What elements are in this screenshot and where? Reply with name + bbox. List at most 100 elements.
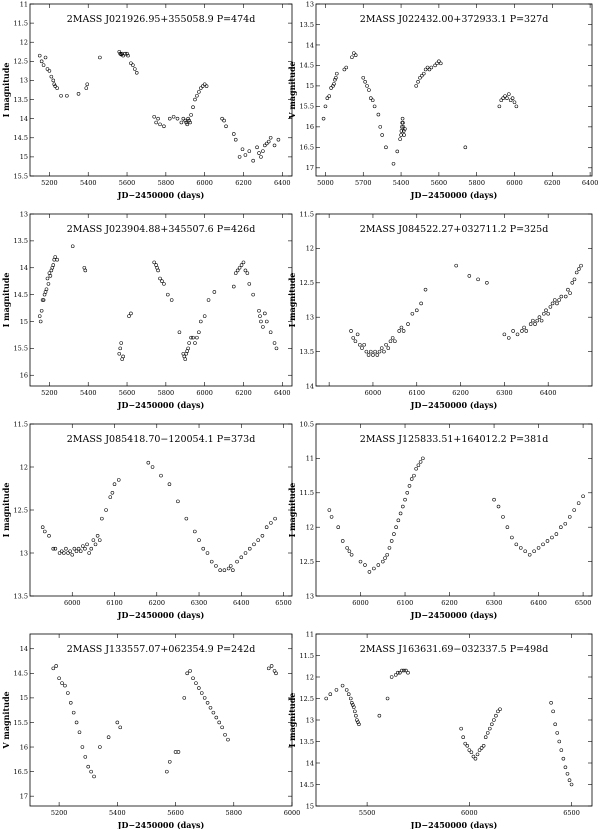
data-point xyxy=(54,664,58,668)
data-point xyxy=(557,739,562,744)
data-point xyxy=(396,518,401,523)
data-point xyxy=(85,82,90,87)
data-point xyxy=(399,133,403,137)
data-point xyxy=(325,96,330,100)
data-point xyxy=(406,670,410,675)
data-point xyxy=(357,722,361,727)
data-point xyxy=(568,291,572,295)
data-point xyxy=(176,750,181,754)
y-tick-label: 15 xyxy=(306,802,314,810)
data-point xyxy=(70,244,75,249)
chart-panel-4: 6000 6100 6200 6300 6400 11.5 12 12.5 13 13.5 14 2M… xyxy=(287,210,593,410)
data-point xyxy=(220,725,224,730)
data-point xyxy=(51,78,56,83)
data-point xyxy=(184,120,189,125)
x-tick-label: 5400 xyxy=(393,179,410,187)
x-tick-label: 6000 xyxy=(196,179,213,187)
data-point xyxy=(243,551,248,555)
y-tick-label: 13.5 xyxy=(14,96,28,104)
data-point xyxy=(437,59,441,64)
data-point xyxy=(537,315,542,319)
data-point xyxy=(388,339,393,344)
data-point xyxy=(347,549,352,554)
data-point xyxy=(220,116,224,121)
data-point xyxy=(553,722,557,727)
data-point xyxy=(579,263,583,268)
data-point xyxy=(251,292,255,297)
data-point xyxy=(350,55,354,60)
x-tick-label: 6300 xyxy=(191,599,208,607)
data-point xyxy=(377,349,382,354)
data-point xyxy=(186,116,190,121)
data-point xyxy=(264,319,269,324)
data-point xyxy=(336,525,341,529)
data-point xyxy=(406,322,410,326)
y-tick-label: 16 xyxy=(20,743,28,751)
data-point xyxy=(60,681,64,685)
data-point xyxy=(407,484,412,488)
data-point xyxy=(467,748,472,752)
data-point xyxy=(418,460,423,464)
data-point xyxy=(43,529,47,534)
x-tick-label: 5200 xyxy=(51,809,68,817)
data-point xyxy=(329,515,334,519)
data-point xyxy=(55,257,59,262)
y-tick-label: 12.5 xyxy=(14,58,28,66)
data-point xyxy=(43,55,48,60)
data-point xyxy=(522,325,526,330)
data-point xyxy=(559,294,564,299)
chart-title: 2MASS J021926.95+355058.9 P=474d xyxy=(67,14,256,25)
data-point xyxy=(421,71,426,76)
data-point xyxy=(459,726,463,731)
data-point xyxy=(514,542,519,547)
data-point xyxy=(401,129,406,133)
data-point xyxy=(514,104,519,109)
data-point xyxy=(353,709,357,714)
chart-panel-6: 6000 6100 6200 6300 6400 6500 10.5 11 11.5 12 12.5… xyxy=(287,420,593,620)
plot-frame xyxy=(315,3,593,177)
data-point xyxy=(527,552,532,557)
data-point xyxy=(95,534,100,538)
data-point xyxy=(72,546,77,551)
data-point xyxy=(390,336,395,340)
data-point xyxy=(129,61,133,66)
x-tick-label: 6200 xyxy=(544,179,561,187)
data-point xyxy=(191,676,195,681)
data-point xyxy=(188,669,192,673)
data-point xyxy=(185,671,189,676)
data-point xyxy=(577,267,581,271)
data-point xyxy=(83,546,87,551)
data-point xyxy=(118,346,123,351)
data-point xyxy=(152,114,156,119)
data-point xyxy=(100,516,104,521)
data-point xyxy=(565,771,570,776)
x-tick-label: 5400 xyxy=(80,389,97,397)
data-point xyxy=(477,748,482,752)
data-point xyxy=(274,671,278,676)
data-point xyxy=(231,568,235,572)
data-point xyxy=(169,298,174,302)
data-point xyxy=(241,260,246,265)
data-point xyxy=(108,495,113,499)
data-point xyxy=(41,63,46,67)
data-point xyxy=(535,318,540,323)
data-point xyxy=(566,287,570,292)
data-point xyxy=(469,750,474,755)
data-point xyxy=(197,90,201,94)
data-point xyxy=(499,98,504,103)
plot-frame xyxy=(315,423,593,597)
data-point xyxy=(333,77,337,82)
data-point xyxy=(235,559,239,564)
x-tick-label: 5700 xyxy=(355,179,372,187)
data-point xyxy=(396,670,400,675)
data-point xyxy=(355,718,359,722)
data-point xyxy=(40,525,45,529)
data-point xyxy=(264,141,269,146)
data-point xyxy=(233,271,238,275)
data-point xyxy=(166,292,170,297)
data-point xyxy=(156,116,160,121)
data-point xyxy=(555,301,559,306)
y-tick-label: 13.5 xyxy=(300,21,314,29)
data-point xyxy=(389,539,394,543)
data-point xyxy=(37,53,42,58)
